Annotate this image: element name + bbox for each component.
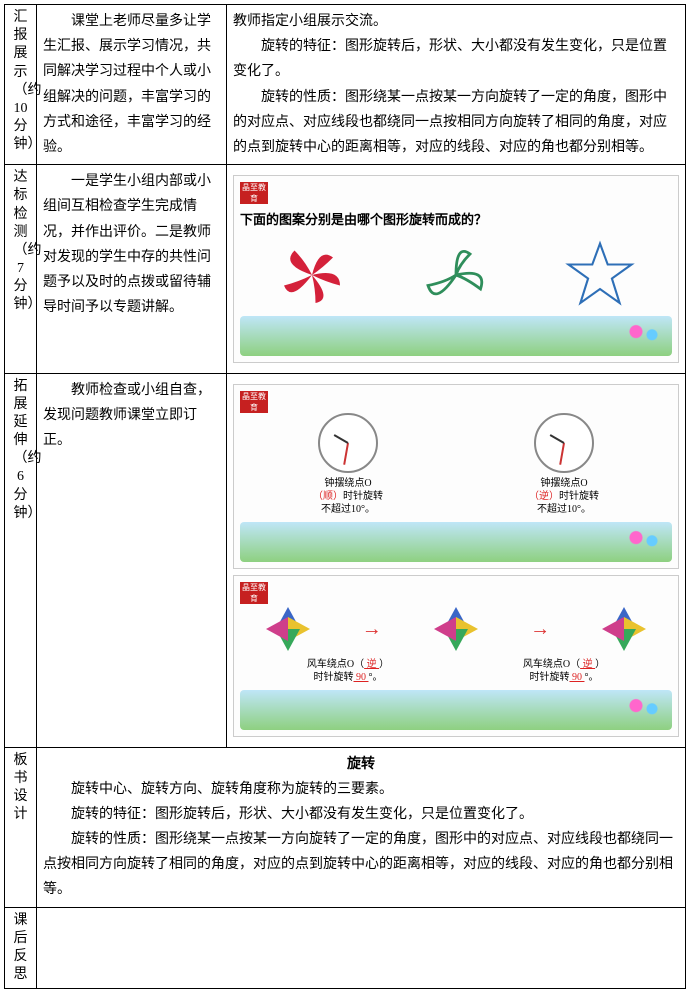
clock-unit-2: 钟摆绕点O （逆）时针旋转 不超过10°。 xyxy=(529,413,599,516)
label-extend: 拓展延伸（约6分钟） xyxy=(5,373,37,747)
brand-logo-icon: 晶至教育 xyxy=(240,391,268,413)
pinwheel-row: → → xyxy=(240,604,672,654)
clock-icon xyxy=(318,413,378,473)
row-assess: 达标检测（约7分钟） 一是学生小组内部或小组间互相检查学生完成情况，并作出评价。… xyxy=(5,165,686,373)
clock-slide: 晶至教育 钟摆绕点O （顺）时针旋转 不超过10°。 钟摆绕点O （逆）时针旋转… xyxy=(233,384,679,569)
brand-logo-icon: 晶至教育 xyxy=(240,182,268,204)
label-reflect: 课后反思 xyxy=(5,907,37,989)
decorative-banner xyxy=(240,522,672,562)
content-extend: 晶至教育 钟摆绕点O （顺）时针旋转 不超过10°。 钟摆绕点O （逆）时针旋转… xyxy=(227,373,686,747)
brand-logo-icon: 晶至教育 xyxy=(240,582,268,604)
row-report: 汇报展示（约10分钟） 课堂上老师尽量多让学生汇报、展示学习情况，共同解决学习过… xyxy=(5,5,686,165)
pinwheel-icon xyxy=(431,604,481,654)
desc-extend: 教师检查或小组自查，发现问题教师课堂立即订正。 xyxy=(37,373,227,747)
board-line-1: 旋转中心、旋转方向、旋转角度称为旋转的三要素。 xyxy=(43,777,679,802)
arrow-icon: → xyxy=(530,611,550,647)
clock-icon xyxy=(534,413,594,473)
content-assess: 晶至教育 下面的图案分别是由哪个图形旋转而成的？ xyxy=(227,165,686,373)
report-line-1: 教师指定小组展示交流。 xyxy=(233,9,679,34)
row-reflect: 课后反思 xyxy=(5,907,686,989)
label-assess: 达标检测（约7分钟） xyxy=(5,165,37,373)
clock-unit-1: 钟摆绕点O （顺）时针旋转 不超过10°。 xyxy=(313,413,383,516)
lesson-plan-table: 汇报展示（约10分钟） 课堂上老师尽量多让学生汇报、展示学习情况，共同解决学习过… xyxy=(4,4,686,989)
row-extend: 拓展延伸（约6分钟） 教师检查或小组自查，发现问题教师课堂立即订正。 晶至教育 … xyxy=(5,373,686,747)
content-report: 教师指定小组展示交流。 旋转的特征：图形旋转后，形状、大小都没有发生变化，只是位… xyxy=(227,5,686,165)
board-line-2: 旋转的特征：图形旋转后，形状、大小都没有发生变化，只是位置变化了。 xyxy=(43,802,679,827)
content-reflect xyxy=(37,907,686,989)
arrow-icon: → xyxy=(362,611,382,647)
label-board: 板书设计 xyxy=(5,747,37,907)
board-title: 旋转 xyxy=(43,752,679,777)
report-line-3: 旋转的性质：图形绕某一点按某一方向旋转了一定的角度，图形中的对应点、对应线段也都… xyxy=(233,85,679,161)
pinwheel-icon xyxy=(599,604,649,654)
assess-slide: 晶至教育 下面的图案分别是由哪个图形旋转而成的？ xyxy=(233,175,679,362)
pin-caption-1: 风车绕点O（ 逆 ） 时针旋转 90 °。 xyxy=(307,658,389,684)
star-shape-icon xyxy=(565,240,635,310)
board-line-3: 旋转的性质：图形绕某一点按某一方向旋转了一定的角度，图形中的对应点、对应线段也都… xyxy=(43,827,679,903)
pin-caption-2: 风车绕点O（ 逆 ） 时针旋转 90 °。 xyxy=(523,658,605,684)
report-line-2: 旋转的特征：图形旋转后，形状、大小都没有发生变化，只是位置变化了。 xyxy=(233,34,679,84)
decorative-banner xyxy=(240,316,672,356)
pinwheel-slide: 晶至教育 → → 风车绕点O（ 逆 ） 时针旋转 90 °。 风车绕点O（ 逆 … xyxy=(233,575,679,737)
decorative-banner xyxy=(240,690,672,730)
leaf-shape-icon xyxy=(421,240,491,310)
shapes-row xyxy=(240,240,672,310)
row-board: 板书设计 旋转 旋转中心、旋转方向、旋转角度称为旋转的三要素。 旋转的特征：图形… xyxy=(5,747,686,907)
flower-shape-icon xyxy=(277,240,347,310)
content-board: 旋转 旋转中心、旋转方向、旋转角度称为旋转的三要素。 旋转的特征：图形旋转后，形… xyxy=(37,747,686,907)
desc-assess: 一是学生小组内部或小组间互相检查学生完成情况，并作出评价。二是教师对发现的学生中… xyxy=(37,165,227,373)
pinwheel-icon xyxy=(263,604,313,654)
label-report: 汇报展示（约10分钟） xyxy=(5,5,37,165)
assess-question: 下面的图案分别是由哪个图形旋转而成的？ xyxy=(240,208,672,231)
desc-report: 课堂上老师尽量多让学生汇报、展示学习情况，共同解决学习过程中个人或小组解决的问题… xyxy=(37,5,227,165)
